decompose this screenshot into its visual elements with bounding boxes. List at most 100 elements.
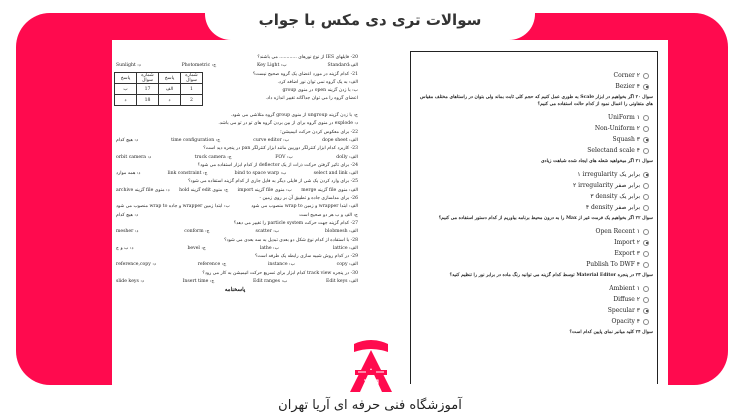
answer-option[interactable]: Publish To DWF ۴ [417, 259, 653, 270]
answer-option[interactable]: Open Recent ۱ [417, 226, 653, 237]
option-label: Bezier ۴ [615, 83, 640, 90]
choice: الف: copy [336, 262, 358, 268]
choice-row: الف: select and link ب: bind to space war… [112, 170, 358, 178]
table-cell: پاسخ [158, 72, 181, 84]
table-row: 1 الف 17 ب [114, 83, 203, 95]
table-cell: 18 [136, 94, 159, 106]
choice: الف: Edit keys [326, 279, 358, 285]
radio-button[interactable] [643, 83, 649, 90]
choice-row: الف: منوی file گزینه merge ب: منوی file گ… [112, 187, 358, 195]
choice-row: الف: ابتدا wrapper و زمین wrap to منصوب … [112, 203, 358, 211]
choice: الف: dope sheet [322, 137, 358, 143]
question-line: 30- در پنجره track view کدام ابزار برای … [202, 270, 358, 276]
choice: ج: truck camera [194, 154, 232, 160]
choice: د: هیچ کدام [116, 137, 139, 143]
table-cell: شماره سوال [180, 72, 203, 84]
choice: ب: curve editor [253, 137, 290, 143]
answer-option[interactable]: ۴ density برابر صفر [417, 202, 653, 213]
choice: ج: منوی edit گزینه hold [179, 187, 229, 193]
option-label: ۲ irregularity برابر صفر [572, 182, 640, 189]
question-line: 29- در کدام روش شبیه سازی رابطه یک طرفه … [254, 254, 358, 260]
radio-button[interactable] [643, 147, 649, 154]
answer-option[interactable]: Bezier ۴ [417, 81, 653, 92]
table-cell: شماره سوال [136, 72, 159, 84]
question-line: 23- کاربرد کدام ابزار کنترلگر دوربین مان… [203, 146, 358, 152]
question-line: 27- کدام گزینه جهت حرکت particle system … [233, 220, 358, 226]
answer-option[interactable]: UniForm ۱ [417, 112, 653, 123]
choice: ب: scatter [255, 229, 280, 235]
choice-row: الف: copy ب: instance ج: reference د: refer… [112, 261, 358, 269]
radio-button[interactable] [643, 204, 649, 211]
question-text: سوال ۲۳ در پنجره Material Editor توسط کد… [449, 273, 653, 278]
answer-option[interactable]: Import ۲ [417, 237, 653, 248]
question-line: اعضای گروه را می توان جداگانه تغییر اندا… [265, 96, 358, 102]
radio-button[interactable] [643, 250, 649, 257]
radio-button[interactable] [643, 125, 649, 132]
answer-option[interactable]: Diffuse ۲ [417, 294, 653, 305]
radio-button[interactable] [643, 182, 649, 189]
radio-button[interactable] [643, 318, 649, 325]
question-line: ج: با زدن گزینه ungroup از منوی group گر… [230, 113, 358, 119]
right-document-page: Corner ۲ Bezier ۴ سوال ۲۰ اگر بخواهیم در ا… [410, 51, 658, 384]
question-line: 25- برای وارد کردن یک شی از فایلی دیگر ب… [188, 179, 358, 185]
logo-icon [350, 340, 392, 392]
radio-button[interactable] [643, 307, 649, 314]
question-line: 22- برای معکوس کردن حرکت انیمیشن؛ [280, 129, 358, 135]
radio-button[interactable] [643, 72, 649, 79]
option-label: ۳ density برابر یک [590, 193, 640, 200]
radio-button[interactable] [643, 193, 649, 200]
choice: ب: bind to space warp [234, 171, 287, 177]
choice: الف: منوی file گزینه merge [301, 187, 358, 193]
radio-button[interactable] [643, 285, 649, 292]
option-label: Opacity ۴ [611, 318, 640, 325]
answer-option[interactable]: ۲ irregularity برابر صفر [417, 180, 653, 191]
radio-button[interactable] [643, 239, 649, 246]
choice: ب: ابتدا زمین wrapper و جاده wrap to منص… [116, 204, 230, 210]
answer-option[interactable]: Squash ۳ [417, 134, 653, 145]
radio-button[interactable] [643, 136, 649, 143]
answer-option[interactable]: Corner ۲ [417, 70, 653, 81]
answer-option[interactable]: Ambient ۱ [417, 283, 653, 294]
answer-option[interactable]: Specular ۳ [417, 305, 653, 316]
option-label: Diffuse ۲ [613, 296, 640, 303]
option-label: Publish To DWF ۴ [586, 261, 640, 268]
option-label: Specular ۳ [607, 307, 640, 314]
answer-option[interactable]: Export ۳ [417, 248, 653, 259]
answer-key-heading: پاسخنامه [224, 287, 246, 294]
option-label: Non-Uniform ۲ [594, 125, 640, 132]
radio-button[interactable] [643, 171, 649, 178]
left-document-page: 20- فایلهای IES از نوع نورهای ..........… [112, 54, 358, 295]
answer-table: شماره سوال پاسخ شماره سوال پاسخ 1 الف 17 ب 2 د 18 د [114, 72, 203, 106]
radio-button[interactable] [643, 296, 649, 303]
option-label: UniForm ۱ [608, 114, 640, 121]
choice: ب: Edit ranges [253, 279, 288, 285]
question-line: 24- برای تاثیر گرفتن حرکت ذرات از یک def… [197, 162, 358, 168]
page-title: سوالات تری دی مکس با جواب [258, 11, 482, 29]
answer-option[interactable]: ۳ density برابر یک [417, 191, 653, 202]
radio-button[interactable] [643, 261, 649, 268]
question-text: سوال ۲۰ اگر بخواهیم در ابزار Scale به طو… [420, 95, 653, 107]
table-cell: د [158, 94, 181, 106]
table-cell: الف [158, 83, 181, 95]
choice-row: الف: blobmesh ب: scatter ج: conform د: mesh… [112, 228, 358, 236]
choice: ب: Key Light [257, 63, 287, 69]
choice: ج: bevel [187, 245, 206, 251]
question-line: 21- کدام گزینه در مورد اعضای یک گروه صحی… [252, 71, 358, 77]
answer-option[interactable]: Non-Uniform ۲ [417, 123, 653, 134]
answer-option[interactable]: Opacity ۴ [417, 316, 653, 327]
table-cell: 17 [136, 83, 159, 95]
choice: د: منوی file گزینه archive [116, 187, 170, 193]
option-label: Open Recent ۱ [595, 228, 640, 235]
radio-button[interactable] [643, 228, 649, 235]
choice: الف: lattice [332, 245, 358, 251]
choice: د: slide keys [116, 279, 144, 285]
question-line: 26- برای مدلسازی جاده و تطبیق آن بر روی … [259, 196, 358, 202]
table-cell: 2 [180, 94, 203, 106]
answer-option[interactable]: ۱ irregularity برابر یک [417, 169, 653, 180]
answer-option[interactable]: Selectand scale ۴ [417, 145, 653, 156]
choice: الف: select and link [313, 171, 358, 177]
table-row: 2 د 18 د [114, 94, 203, 106]
choice: الف: dolly [336, 154, 358, 160]
choice: ج: Photometric [181, 63, 217, 69]
radio-button[interactable] [643, 114, 649, 121]
